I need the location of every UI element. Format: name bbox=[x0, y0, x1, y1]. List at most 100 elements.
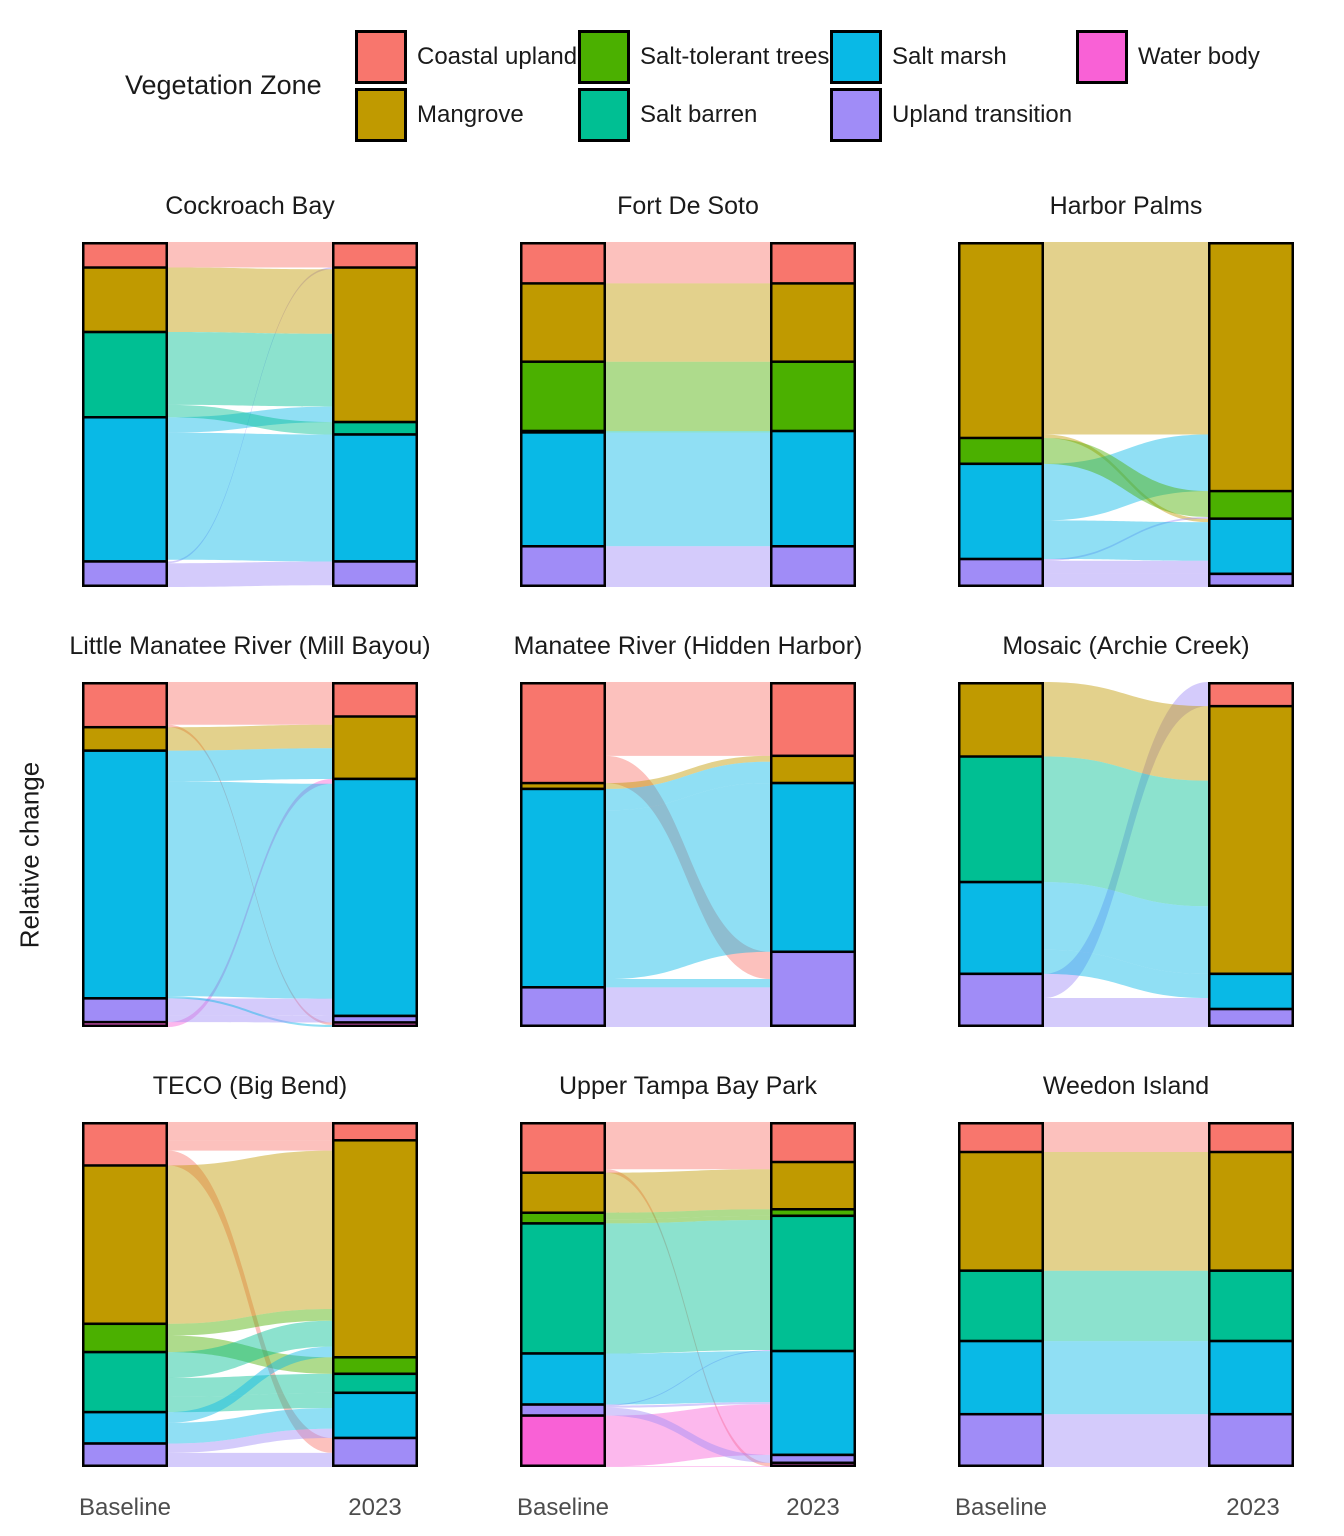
bar-segment bbox=[332, 1139, 418, 1359]
bar-segment bbox=[770, 781, 856, 954]
bar-segment bbox=[958, 1269, 1044, 1343]
bar-segment bbox=[332, 777, 418, 1018]
bar-segment bbox=[770, 242, 856, 286]
bar-segment bbox=[1208, 704, 1294, 976]
x-tick-baseline: Baseline bbox=[954, 1494, 1048, 1521]
panel-title: Weedon Island bbox=[1042, 1072, 1210, 1100]
panel-plot bbox=[958, 1122, 1294, 1467]
panel-canvas bbox=[520, 242, 856, 588]
flow-ribbon bbox=[606, 1407, 770, 1463]
bar-segment bbox=[1208, 517, 1294, 576]
bar-segment bbox=[332, 682, 418, 719]
coastal-upland-swatch-icon bbox=[355, 30, 407, 84]
flow-ribbon bbox=[606, 1402, 770, 1408]
legend-item-label: Salt barren bbox=[640, 101, 758, 128]
bar-segment bbox=[1208, 1122, 1294, 1155]
flow-ribbon bbox=[606, 1169, 770, 1467]
bar-segment bbox=[770, 282, 856, 363]
flow-ribbon bbox=[606, 1162, 770, 1170]
mangrove-swatch-icon bbox=[355, 88, 407, 142]
bar-segment bbox=[770, 429, 856, 548]
panel-title: Upper Tampa Bay Park bbox=[559, 1072, 817, 1100]
flow-ribbon bbox=[168, 781, 332, 999]
panel-title: Cockroach Bay bbox=[165, 192, 335, 220]
flow-ribbon bbox=[1044, 682, 1208, 999]
flow-ribbon bbox=[168, 1150, 332, 1453]
flow-ribbon bbox=[606, 979, 770, 988]
bar-segment bbox=[1208, 242, 1294, 494]
panel-canvas bbox=[82, 682, 418, 1028]
bar-segment bbox=[1208, 1007, 1294, 1027]
flow-ribbon bbox=[1044, 1341, 1208, 1415]
bar-segment bbox=[520, 545, 606, 588]
flow-ribbon bbox=[606, 987, 770, 1027]
flow-ribbon bbox=[168, 406, 332, 433]
bar-segment bbox=[1208, 1269, 1294, 1343]
panel-title: Fort De Soto bbox=[617, 192, 759, 220]
bar-segment bbox=[82, 560, 168, 588]
bar-segment bbox=[332, 266, 418, 424]
legend-item-label: Mangrove bbox=[417, 101, 524, 128]
bar-segment bbox=[332, 433, 418, 563]
flow-ribbon bbox=[168, 716, 332, 725]
flow-ribbon bbox=[1044, 882, 1208, 974]
bar-segment bbox=[1208, 489, 1294, 520]
panel-title: TECO (Big Bend) bbox=[152, 1072, 348, 1100]
bar-segment bbox=[82, 682, 168, 730]
panel-title: Little Manatee River (Mill Bayou) bbox=[69, 632, 431, 660]
panel-canvas bbox=[958, 1122, 1294, 1467]
bar-segment bbox=[770, 754, 856, 785]
bar-segment bbox=[520, 682, 606, 786]
flow-ribbon bbox=[168, 1140, 332, 1151]
panel-canvas bbox=[958, 682, 1294, 1027]
flow-ribbon bbox=[1044, 1122, 1208, 1153]
bar-segment bbox=[82, 1410, 168, 1445]
bar-segment bbox=[332, 242, 418, 271]
flow-ribbon bbox=[168, 1122, 332, 1141]
bar-segment bbox=[958, 1339, 1044, 1416]
flow-ribbon bbox=[606, 1219, 770, 1354]
bar-segment bbox=[520, 787, 606, 989]
flow-ribbon bbox=[168, 724, 332, 751]
bar-segment bbox=[958, 755, 1044, 884]
y-axis-label: Relative change bbox=[14, 761, 45, 949]
bar-segment bbox=[770, 1122, 856, 1165]
flow-ribbon bbox=[168, 1308, 332, 1336]
panel-plot bbox=[520, 682, 856, 1028]
alluvial-panel-teco-big-bend: TECO (Big Bend) bbox=[82, 1072, 418, 1468]
bar-segment bbox=[82, 1122, 168, 1168]
bar-segment bbox=[332, 1391, 418, 1440]
panel-canvas bbox=[82, 1122, 418, 1468]
flow-ribbon bbox=[606, 755, 770, 789]
bar-segment bbox=[520, 242, 606, 286]
bar-segment bbox=[958, 1150, 1044, 1272]
bar-segment bbox=[332, 560, 418, 588]
flow-ribbon bbox=[1044, 1270, 1208, 1342]
bar-segment bbox=[82, 1164, 168, 1326]
alluvial-panel-harbor-palms: Harbor Palms bbox=[958, 192, 1294, 588]
panel-plot bbox=[958, 242, 1294, 588]
bar-segment bbox=[82, 725, 168, 752]
bar-segment bbox=[520, 282, 606, 363]
flow-ribbon bbox=[168, 996, 332, 1027]
bar-segment bbox=[82, 1020, 168, 1028]
flow-ribbon bbox=[606, 283, 770, 362]
panel-plot bbox=[520, 242, 856, 588]
salt-marsh-swatch-icon bbox=[830, 30, 882, 84]
alluvial-panel-manatee-river: Manatee River (Hidden Harbor) bbox=[514, 632, 862, 1028]
flow-ribbon bbox=[1044, 682, 1208, 781]
flow-ribbon bbox=[1044, 434, 1208, 523]
flow-ribbon bbox=[168, 267, 332, 334]
bar-segment bbox=[82, 416, 168, 563]
bar-segment bbox=[770, 1160, 856, 1211]
bar-segment bbox=[82, 1350, 168, 1414]
bar-segment bbox=[958, 242, 1044, 441]
flow-ribbon bbox=[168, 404, 332, 435]
flow-ribbon bbox=[1044, 1414, 1208, 1467]
salt-barren-swatch-icon bbox=[578, 88, 630, 142]
bar-segment bbox=[958, 462, 1044, 561]
bar-segment bbox=[82, 997, 168, 1024]
flow-ribbon bbox=[1044, 949, 1208, 999]
flow-ribbon bbox=[606, 755, 770, 980]
bar-segment bbox=[770, 360, 856, 433]
